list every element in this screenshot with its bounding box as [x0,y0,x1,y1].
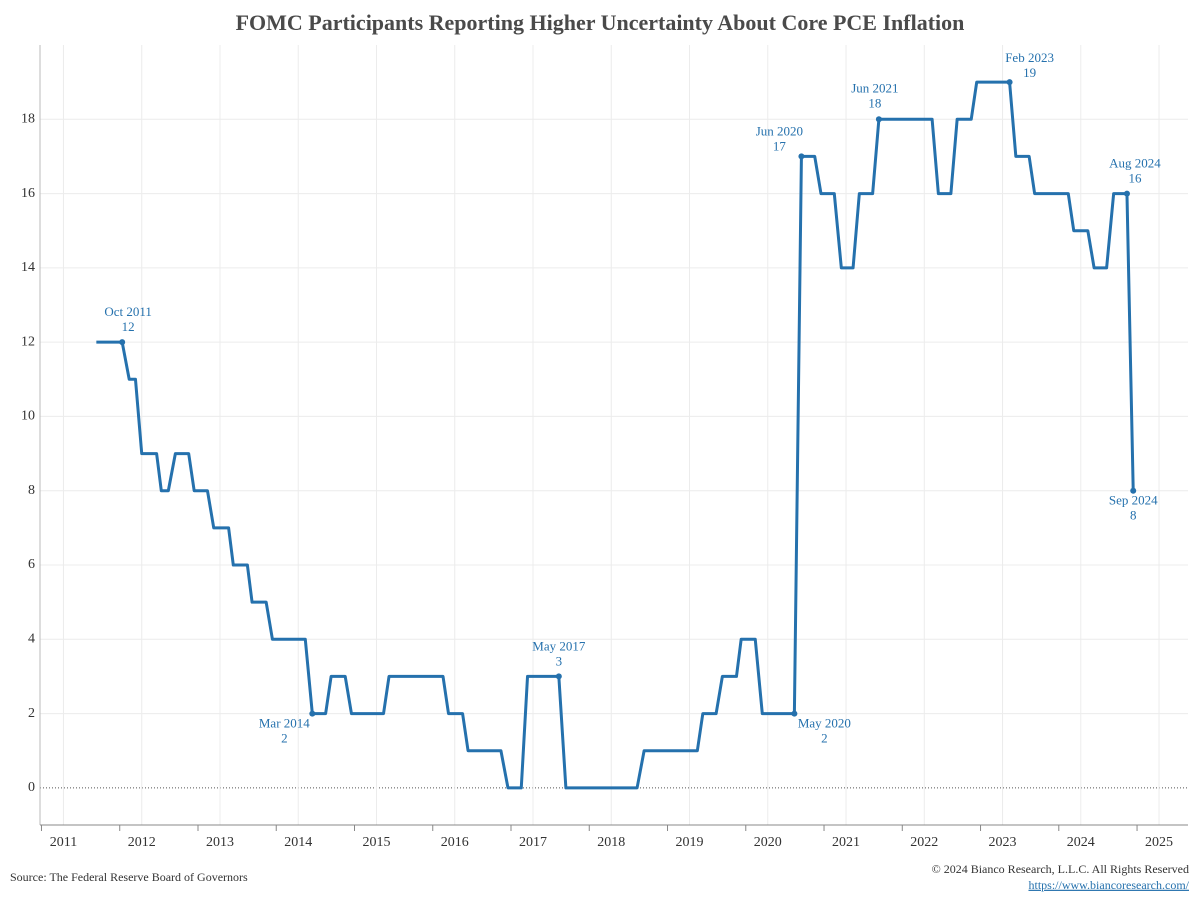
annotation-point [119,339,126,346]
x-tick-label: 2024 [1067,835,1095,850]
x-tick-label: 2019 [676,835,704,850]
x-tick-label: 2016 [441,835,469,850]
x-tick-label: 2014 [284,835,312,850]
source: Source: The Federal Reserve Board of Gov… [10,870,248,884]
annotation-value: 18 [868,95,881,110]
annotation-date: Aug 2024 [1109,156,1161,171]
annotation-point [309,710,316,717]
annotation-value: 2 [821,731,828,746]
copyright: © 2024 Bianco Research, L.L.C. All Right… [932,862,1189,876]
annotation-date: Mar 2014 [259,716,310,731]
annotation-point [791,710,798,717]
annotation-date: Jun 2021 [851,80,898,95]
annotation-point [1123,190,1130,197]
x-tick-label: 2012 [128,835,156,850]
annotation-value: 8 [1130,508,1137,523]
annotation-value: 19 [1023,65,1036,80]
annotation-date: May 2017 [532,638,586,653]
y-tick-label: 18 [21,112,35,127]
annotation-date: Sep 2024 [1109,493,1158,508]
annotation-date: Feb 2023 [1005,50,1054,65]
annotation-point [875,116,882,123]
annotation-value: 12 [122,319,135,334]
x-tick-label: 2013 [206,835,234,850]
y-tick-label: 6 [28,557,35,572]
x-tick-label: 2021 [832,835,860,850]
annotation-date: Jun 2020 [756,123,803,138]
y-tick-label: 10 [21,409,35,424]
x-tick-label: 2025 [1145,835,1173,850]
annotation-point [1130,487,1137,494]
annotation-value: 16 [1128,171,1142,186]
annotation-value: 2 [281,731,288,746]
annotation-point [555,673,562,680]
x-tick-label: 2018 [597,835,625,850]
annotation-point [1006,79,1013,86]
x-tick-label: 2015 [362,835,390,850]
y-tick-label: 12 [21,334,35,349]
y-tick-label: 8 [28,483,35,498]
annotation-value: 17 [773,138,787,153]
x-tick-label: 2023 [989,835,1017,850]
x-tick-label: 2017 [519,835,547,850]
y-tick-label: 4 [28,632,35,647]
series-line [96,80,1135,790]
x-tick-label: 2011 [50,835,77,850]
y-tick-label: 14 [21,260,35,275]
annotation-date: Oct 2011 [104,304,152,319]
y-tick-label: 0 [28,780,35,795]
url[interactable]: https://www.biancoresearch.com/ [1028,878,1189,892]
y-tick-label: 16 [21,186,35,201]
chart-title: FOMC Participants Reporting Higher Uncer… [236,10,965,35]
y-tick-label: 2 [28,706,35,721]
annotation-point [798,153,805,160]
annotation-date: May 2020 [798,716,851,731]
x-tick-label: 2020 [754,835,782,850]
annotation-value: 3 [556,653,563,668]
x-tick-label: 2022 [910,835,938,850]
